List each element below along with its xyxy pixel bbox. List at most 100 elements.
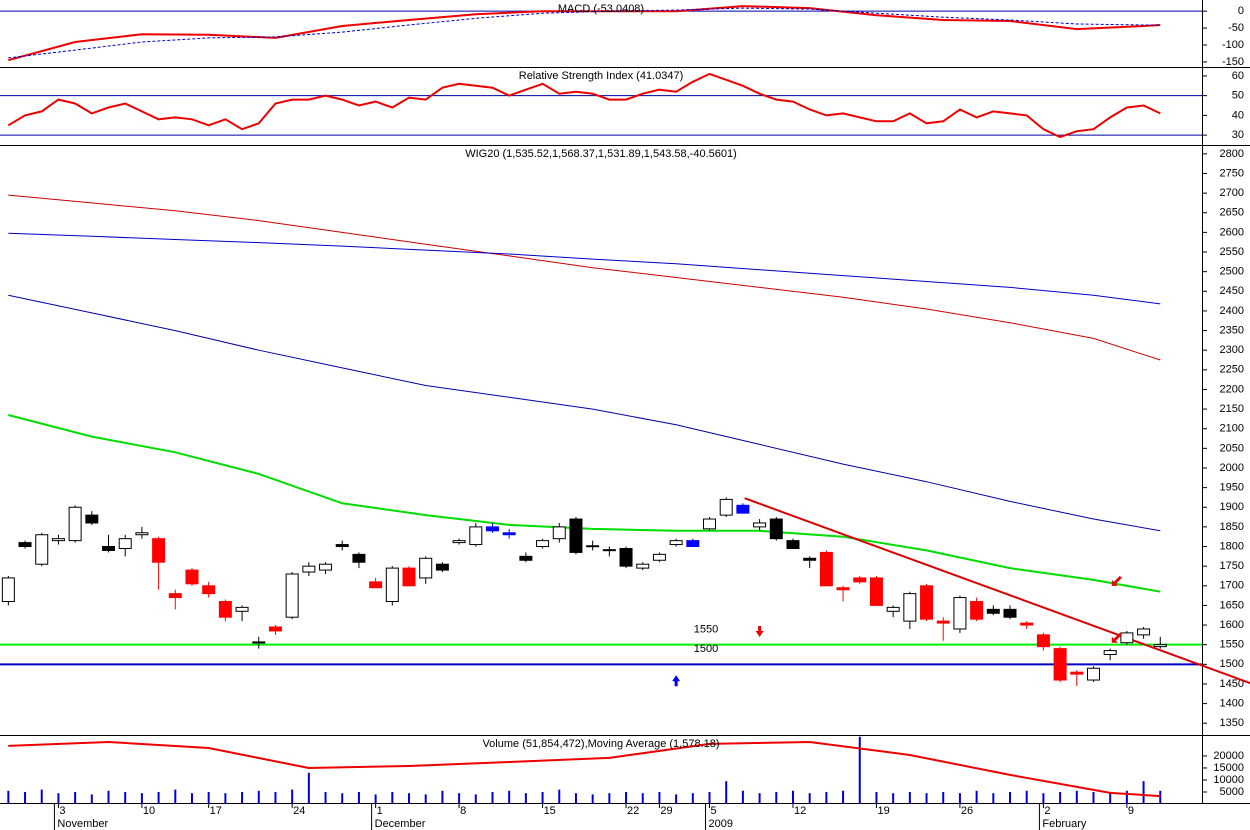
volume-bar xyxy=(57,793,60,804)
candle-body xyxy=(953,597,967,630)
candle-body xyxy=(569,518,583,553)
y-tick-label: 1600 xyxy=(1220,619,1244,631)
volume-bar xyxy=(591,794,594,804)
y-tick-label: 2400 xyxy=(1220,305,1244,317)
volume-bar xyxy=(257,790,260,804)
y-tick-label: 1850 xyxy=(1220,521,1244,533)
volume-bar xyxy=(374,794,377,804)
candle-body xyxy=(1020,622,1034,626)
candle-body xyxy=(836,587,850,591)
x-tick-label: 12 xyxy=(794,805,806,817)
candle-body xyxy=(152,538,166,563)
candle-body xyxy=(753,522,767,528)
candle-body xyxy=(85,514,99,524)
volume-bar xyxy=(541,791,544,804)
indicator-line xyxy=(7,72,1161,139)
panel-title: MACD (-53.0408) xyxy=(558,3,644,15)
candle-body xyxy=(1,577,15,602)
candle-body xyxy=(803,557,817,561)
y-tick-label: -150 xyxy=(1222,56,1244,68)
volume-bar xyxy=(341,793,344,804)
y-tick-label: 2250 xyxy=(1220,364,1244,376)
x-tick-label: 1 xyxy=(377,805,383,817)
panel-title: Volume (51,854,472),Moving Average (1,57… xyxy=(482,738,719,750)
y-tick-label: 1700 xyxy=(1220,580,1244,592)
x-tick-label: 24 xyxy=(293,805,305,817)
volume-bar xyxy=(791,790,794,804)
x-tick-label: 26 xyxy=(961,805,973,817)
candle-body xyxy=(1070,671,1084,675)
y-tick-label: 1750 xyxy=(1220,560,1244,572)
candle-body xyxy=(285,573,299,618)
y-tick-label: 15000 xyxy=(1213,762,1244,774)
candle-body xyxy=(485,526,499,532)
volume-bar xyxy=(708,791,711,804)
candle-body xyxy=(51,538,65,542)
candle-body xyxy=(886,606,900,612)
candle-body xyxy=(903,593,917,622)
volume-bar xyxy=(1042,793,1045,804)
volume-bar xyxy=(992,793,995,804)
candle-body xyxy=(369,581,383,589)
signal-arrow xyxy=(755,625,764,637)
signal-arrow xyxy=(1111,575,1122,586)
candle-body xyxy=(819,551,833,587)
volume-bar xyxy=(190,793,193,804)
volume-bar xyxy=(1125,790,1128,804)
candle-body xyxy=(35,534,49,565)
candle-body xyxy=(786,540,800,549)
panel: 30 40 50 60 Relative Strength Index (41.0347… xyxy=(0,70,1244,141)
y-tick-label: 2450 xyxy=(1220,285,1244,297)
candle-body xyxy=(218,600,232,618)
volume-bar xyxy=(424,794,427,804)
volume-bar xyxy=(7,790,10,804)
volume-bar xyxy=(925,793,928,804)
y-tick-label: 40 xyxy=(1232,109,1244,121)
y-tick-label: 1950 xyxy=(1220,482,1244,494)
volume-average xyxy=(8,740,1161,798)
moving-average xyxy=(8,294,1161,532)
candle-body xyxy=(719,498,733,516)
panel: 0 -50 -100 -150 MACD (-53.0408) xyxy=(0,3,1244,68)
candle-body xyxy=(135,532,149,536)
volume-bar xyxy=(207,791,210,804)
volume-bar xyxy=(140,793,143,804)
volume-bar xyxy=(324,791,327,804)
candle-body xyxy=(920,585,934,620)
candle-body xyxy=(1103,650,1117,656)
y-tick-label: 60 xyxy=(1232,70,1244,82)
y-tick-label: 2300 xyxy=(1220,344,1244,356)
candle-body xyxy=(235,606,249,612)
y-tick-label: 2050 xyxy=(1220,442,1244,454)
candle-body xyxy=(1120,632,1134,644)
volume-bar xyxy=(357,791,360,804)
candle-body xyxy=(302,565,316,573)
candle-body xyxy=(102,546,116,551)
candle-body xyxy=(936,620,950,624)
panel: 1550 1500 1350 1400 1450 1500 1550 1600 1650 1700… xyxy=(0,148,1250,729)
x-tick-label: 29 xyxy=(660,805,672,817)
y-tick-label: 2200 xyxy=(1220,383,1244,395)
volume-bar xyxy=(74,791,77,804)
y-tick-label: 1400 xyxy=(1220,697,1244,709)
y-tick-label: 1550 xyxy=(1220,639,1244,651)
volume-bar xyxy=(875,791,878,804)
panel-title: WIG20 (1,535.52,1,568.37,1,531.89,1,543.… xyxy=(465,148,737,160)
moving-average xyxy=(8,232,1161,305)
y-tick-label: 10000 xyxy=(1213,774,1244,786)
volume-bar xyxy=(1009,791,1012,804)
candle-body xyxy=(118,538,132,549)
reference-label: 1550 xyxy=(694,624,718,636)
volume-bar xyxy=(524,793,527,804)
candle-body xyxy=(853,577,867,583)
signal-arrow xyxy=(672,675,681,687)
volume-bar xyxy=(458,793,461,804)
candle-body xyxy=(986,608,1000,614)
indicator-line xyxy=(8,5,1161,62)
volume-bar xyxy=(1075,790,1078,804)
volume-bar xyxy=(842,790,845,804)
volume-bar xyxy=(157,791,160,804)
volume-bar xyxy=(558,789,561,804)
reference-label: 1500 xyxy=(694,643,718,655)
